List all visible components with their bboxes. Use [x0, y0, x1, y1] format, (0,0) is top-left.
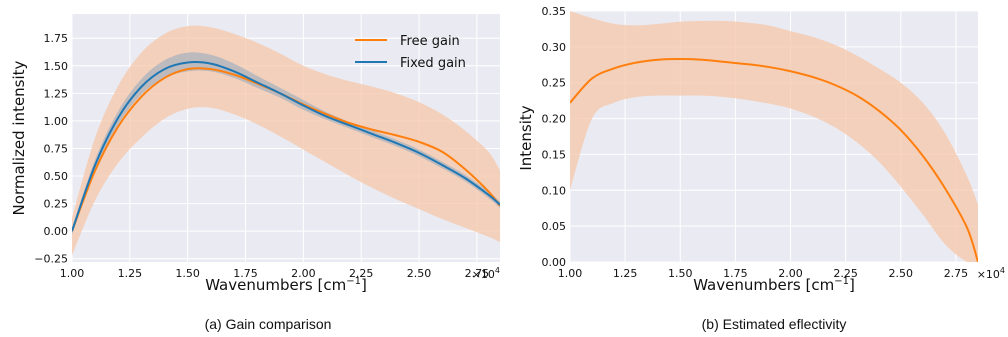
chart-a: −0.25 0.00 0.25 0.50 0.75 1.00 1.25 1.50 1.75 1.…	[10, 14, 500, 332]
chart-b-caption: (b) Estimated eflectivity	[702, 316, 847, 332]
x-tick-label: 1.50	[668, 267, 693, 280]
y-tick-label: 1.25	[44, 87, 69, 100]
y-tick-label: −0.25	[34, 253, 68, 266]
y-tick-label: 0.30	[542, 41, 567, 54]
y-tick-label: 1.50	[44, 60, 69, 73]
chart-a-x-multiplier: ×104	[472, 266, 500, 281]
chart-b-ylabel: Intensity	[517, 105, 535, 170]
x-tick-label: 1.75	[233, 267, 258, 280]
y-tick-label: 0.25	[44, 198, 69, 211]
x-tick-label: 1.00	[60, 267, 85, 280]
y-tick-label: 0.00	[542, 256, 567, 269]
chart-b-xlabel: Wavenumbers [cm−1]	[693, 276, 855, 294]
x-tick-label: 2.50	[889, 267, 914, 280]
y-tick-label: 0.00	[44, 225, 69, 238]
chart-b-x-multiplier: ×104	[977, 266, 1005, 281]
x-tick-label: 1.25	[118, 267, 143, 280]
chart-a-lines	[72, 61, 500, 232]
chart-b-xticks: 1.00 1.25 1.50 1.75 2.00 2.25 2.50 2.75	[558, 267, 968, 280]
y-tick-label: 0.75	[44, 142, 69, 155]
chart-a-yticks: −0.25 0.00 0.25 0.50 0.75 1.00 1.25 1.50 1.75	[34, 32, 68, 265]
chart-b-bands	[570, 11, 978, 262]
series-orange-line	[570, 58, 978, 262]
x-tick-label: 2.25	[349, 267, 374, 280]
y-tick-label: 0.25	[542, 77, 567, 90]
x-tick-label: 1.25	[613, 267, 638, 280]
x-tick-label: 2.75	[465, 267, 490, 280]
x-tick-label: 2.50	[407, 267, 432, 280]
chart-a-ylabel: Normalized intensity	[10, 60, 28, 215]
y-tick-label: 1.75	[44, 32, 69, 45]
x-tick-label: 1.75	[723, 267, 748, 280]
chart-b: 0.00 0.05 0.10 0.15 0.20 0.25 0.30 0.35 1.00 1.2…	[517, 5, 1005, 332]
y-tick-label: 0.15	[542, 148, 567, 161]
chart-a-caption: (a) Gain comparison	[205, 316, 332, 332]
x-tick-label: 1.50	[175, 267, 200, 280]
series-orange-band	[72, 25, 500, 256]
chart-b-lines	[570, 58, 978, 262]
series-orange-band	[570, 11, 978, 262]
chart-a-xticks: 1.00 1.25 1.50 1.75 2.00 2.25 2.50 2.75	[60, 267, 489, 280]
y-tick-label: 0.50	[44, 170, 69, 183]
chart-b-yticks: 0.00 0.05 0.10 0.15 0.20 0.25 0.30 0.35	[542, 5, 567, 269]
x-tick-label: 2.00	[778, 267, 803, 280]
y-tick-label: 0.05	[542, 220, 567, 233]
chart-a-xlabel: Wavenumbers [cm−1]	[205, 276, 367, 294]
x-tick-label: 2.00	[291, 267, 316, 280]
chart-a-bands	[72, 25, 500, 256]
x-tick-label: 2.75	[944, 267, 969, 280]
y-tick-label: 1.00	[44, 115, 69, 128]
chart-a-legend: Free gain Fixed gain	[355, 34, 466, 71]
x-tick-label: 1.00	[558, 267, 583, 280]
legend-free-gain-label: Free gain	[400, 34, 460, 49]
x-tick-label: 2.25	[833, 267, 858, 280]
series-blue-line	[72, 61, 500, 232]
y-tick-label: 0.20	[542, 113, 567, 126]
y-tick-label: 0.10	[542, 184, 567, 197]
y-tick-label: 0.35	[542, 5, 567, 18]
legend-fixed-gain-label: Fixed gain	[400, 56, 466, 71]
